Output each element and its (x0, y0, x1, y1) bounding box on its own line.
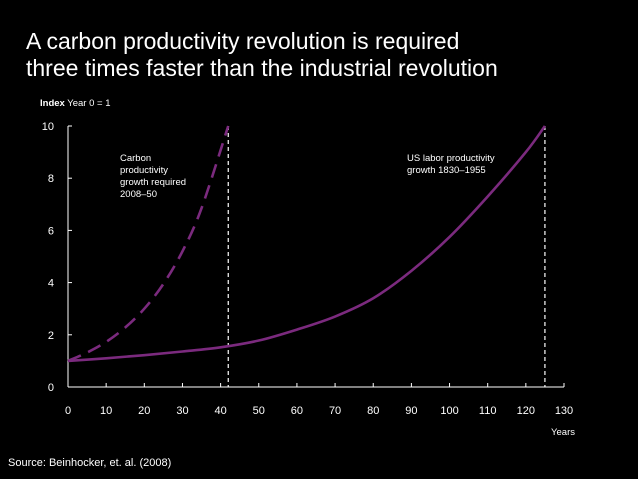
y-axis-label-bold: Index (40, 98, 66, 109)
chart-title-line-1: A carbon productivity revolution is requ… (26, 28, 460, 54)
carbon-annotation-line-2: productivity (120, 165, 168, 176)
x-tick-label: 120 (517, 405, 535, 417)
us-labor-annotation: US labor productivity growth 1830–1955 (407, 153, 497, 176)
us-labor-productivity-line (67, 125, 546, 363)
y-tick-label: 10 (42, 121, 54, 133)
x-tick-label: 0 (65, 405, 71, 417)
y-tick-label: 0 (48, 382, 54, 394)
carbon-annotation-line-4: 2008–50 (120, 189, 157, 200)
chart-title-line-2: three times faster than the industrial r… (26, 55, 498, 81)
x-tick-label: 30 (176, 405, 188, 417)
x-tick-label: 10 (100, 405, 112, 417)
chart-title: A carbon productivity revolution is requ… (26, 28, 498, 82)
x-tick-label: 20 (138, 405, 150, 417)
carbon-annotation-line-1: Carbon (120, 153, 151, 164)
x-tick-label: 50 (253, 405, 265, 417)
x-tick-label: 110 (479, 405, 497, 417)
y-tick-label: 8 (48, 173, 54, 185)
x-tick-label: 60 (291, 405, 303, 417)
y-axis-label: Index Year 0 = 1 (40, 98, 111, 109)
x-axis-label: Years (551, 427, 575, 438)
x-tick-label: 130 (555, 405, 573, 417)
x-tick-label: 80 (367, 405, 379, 417)
source-note: Source: Beinhocker, et. al. (2008) (8, 457, 172, 469)
x-tick-label: 90 (405, 405, 417, 417)
y-tick-label: 4 (48, 278, 54, 290)
carbon-annotation-line-3: growth required (120, 177, 186, 188)
carbon-annotation: Carbon productivity growth required 2008… (120, 153, 189, 200)
x-tick-label: 100 (440, 405, 458, 417)
carbon-productivity-line (67, 125, 230, 363)
x-tick-label: 70 (329, 405, 341, 417)
x-tick-label: 40 (214, 405, 226, 417)
y-tick-label: 2 (48, 330, 54, 342)
us-labor-annotation-line-1: US labor productivity (407, 153, 495, 164)
us-labor-annotation-line-2: growth 1830–1955 (407, 165, 486, 176)
y-tick-label: 6 (48, 225, 54, 237)
y-axis-label-rest: Year 0 = 1 (65, 98, 111, 109)
